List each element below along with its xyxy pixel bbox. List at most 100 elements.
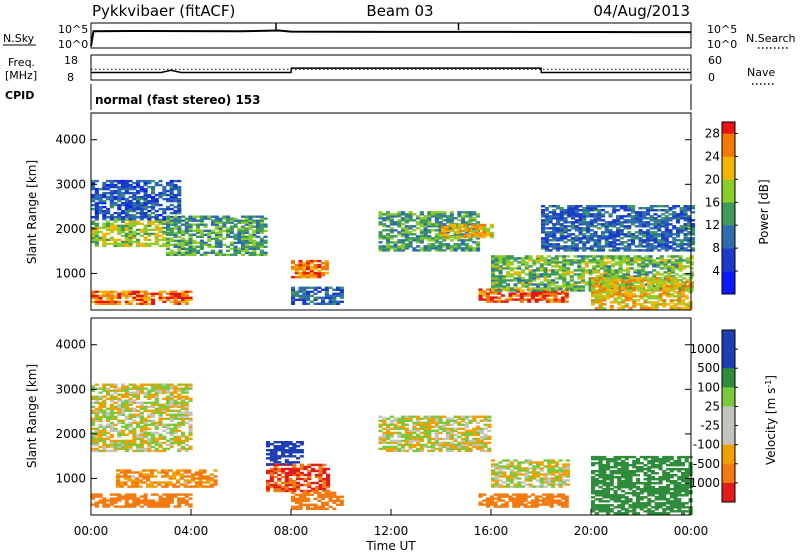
velocity-cell <box>136 434 140 436</box>
power-cell <box>332 289 336 291</box>
velocity-cell <box>106 388 110 390</box>
velocity-cell <box>332 508 336 510</box>
power-cell <box>386 225 390 227</box>
power-cell <box>591 299 595 301</box>
power-cell <box>476 213 480 215</box>
power-cell <box>545 231 549 233</box>
power-cell <box>390 245 394 247</box>
velocity-cell <box>210 477 214 479</box>
power-cell <box>132 291 136 293</box>
power-colorbar-segment <box>722 231 735 237</box>
power-cell <box>629 289 633 291</box>
velocity-cell <box>159 442 163 444</box>
velocity-cell <box>95 428 99 430</box>
velocity-cell <box>185 436 189 438</box>
velocity-cell <box>159 450 163 452</box>
velocity-cell <box>125 396 129 398</box>
power-cell <box>177 240 181 242</box>
power-cell <box>677 307 681 309</box>
velocity-cell <box>189 446 193 448</box>
velocity-cell <box>195 483 199 485</box>
power-cell <box>467 228 471 230</box>
power-cell <box>166 216 170 218</box>
velocity-cell <box>159 495 163 497</box>
power-cell <box>435 211 439 213</box>
power-cell <box>662 289 666 291</box>
power-cell <box>91 301 95 303</box>
power-cell <box>556 205 560 207</box>
velocity-cell <box>91 503 95 505</box>
power-cell <box>646 207 650 209</box>
velocity-cell <box>140 426 144 428</box>
power-cell <box>155 194 159 196</box>
power-cell <box>234 234 238 236</box>
power-cell <box>166 190 170 192</box>
power-cell <box>666 289 670 291</box>
power-cell <box>310 260 314 262</box>
power-cell <box>155 225 159 227</box>
power-cell <box>117 204 121 206</box>
power-cell <box>615 269 619 271</box>
power-cell <box>632 293 636 295</box>
power-cell <box>416 221 420 223</box>
power-cell <box>456 228 460 230</box>
velocity-cell <box>202 485 206 487</box>
velocity-cell <box>306 492 310 494</box>
power-cell <box>394 221 398 223</box>
power-cell <box>166 248 170 250</box>
power-cell <box>532 283 536 285</box>
velocity-cell <box>195 477 199 479</box>
power-colorbar-tick-label: 24 <box>705 149 720 163</box>
power-cell <box>560 207 564 209</box>
velocity-cell <box>162 448 166 450</box>
power-cell <box>465 245 469 247</box>
power-cell <box>594 205 598 207</box>
power-cell <box>314 297 318 299</box>
power-cell <box>314 264 318 266</box>
power-cell <box>159 208 163 210</box>
power-cell <box>174 210 178 212</box>
power-cell <box>299 287 303 289</box>
power-cell <box>514 267 518 269</box>
power-cell <box>552 245 556 247</box>
power-cell <box>159 184 163 186</box>
power-cell <box>574 255 578 257</box>
power-cell <box>525 273 529 275</box>
velocity-cell <box>132 400 136 402</box>
power-cell <box>412 219 416 221</box>
power-cell <box>397 211 401 213</box>
velocity-cell <box>307 464 311 466</box>
velocity-cell <box>189 412 193 414</box>
power-cell <box>501 294 505 296</box>
velocity-cell <box>390 446 394 448</box>
power-cell <box>681 299 685 301</box>
power-cell <box>121 235 125 237</box>
velocity-cell <box>300 449 304 451</box>
velocity-cell <box>177 384 181 386</box>
power-cell <box>147 229 151 231</box>
power-cell <box>551 257 555 259</box>
power-cell <box>439 241 443 243</box>
power-cell <box>621 293 625 295</box>
power-cell <box>635 245 639 247</box>
noise-series <box>91 23 691 46</box>
power-cell <box>626 267 630 269</box>
velocity-cell <box>420 432 424 434</box>
power-cell <box>609 229 613 231</box>
velocity-cell <box>439 426 443 428</box>
velocity-cell <box>311 482 315 484</box>
power-cell <box>442 219 446 221</box>
velocity-cell <box>202 475 206 477</box>
velocity-cell <box>166 440 170 442</box>
velocity-cell <box>154 475 158 477</box>
power-cell <box>575 211 579 213</box>
power-cell <box>420 247 424 249</box>
power-cell <box>667 255 671 257</box>
velocity-cell <box>424 416 428 418</box>
power-cell <box>661 213 665 215</box>
noise-ytick-top-left: 10^5 <box>58 23 88 36</box>
power-cell <box>452 236 456 238</box>
velocity-cell <box>144 396 148 398</box>
power-cell <box>490 224 494 226</box>
